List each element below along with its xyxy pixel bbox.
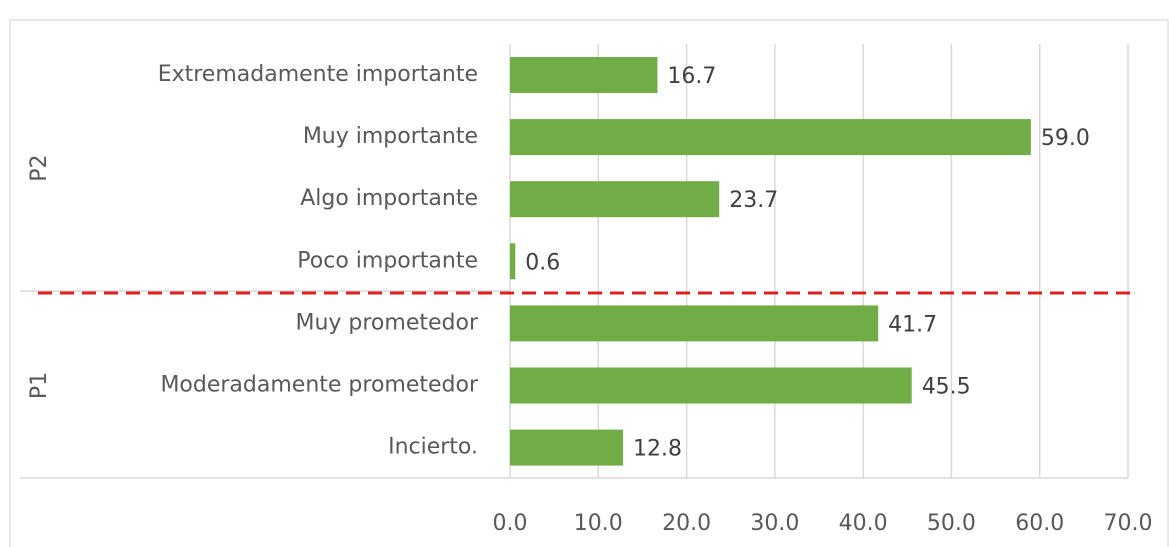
category-label: Muy prometedor bbox=[295, 310, 478, 335]
data-label: 59.0 bbox=[1041, 126, 1090, 151]
category-label: Incierto. bbox=[388, 435, 478, 460]
category-label: Muy importante bbox=[303, 124, 478, 149]
data-label: 41.7 bbox=[888, 312, 937, 337]
bar bbox=[510, 429, 624, 466]
bar bbox=[510, 305, 879, 342]
data-label: 16.7 bbox=[667, 64, 716, 89]
x-tick-label: 30.0 bbox=[750, 511, 799, 536]
group-label: P2 bbox=[27, 155, 52, 182]
chart-border bbox=[9, 19, 1169, 547]
bar bbox=[510, 119, 1031, 156]
x-tick-label: 40.0 bbox=[839, 511, 888, 536]
data-label: 0.6 bbox=[525, 250, 560, 275]
bar bbox=[510, 57, 658, 93]
bar bbox=[510, 181, 720, 218]
x-tick-label: 10.0 bbox=[574, 511, 623, 536]
bar bbox=[510, 243, 516, 280]
category-label: Extremadamente importante bbox=[158, 62, 478, 87]
data-label: 23.7 bbox=[729, 188, 778, 213]
x-tick-label: 0.0 bbox=[493, 511, 528, 536]
x-tick-label: 60.0 bbox=[1015, 511, 1064, 536]
grid bbox=[509, 44, 1129, 478]
x-tick-label: 70.0 bbox=[1104, 511, 1153, 536]
data-label: 12.8 bbox=[633, 437, 682, 462]
x-tick-label: 50.0 bbox=[927, 511, 976, 536]
bar bbox=[510, 367, 912, 404]
x-tick-label: 20.0 bbox=[662, 511, 711, 536]
data-label: 45.5 bbox=[922, 375, 971, 400]
group-label: P1 bbox=[27, 372, 52, 399]
plot: 0.0 10.0 20.0 30.0 40.0 50.0 60.0 70.0 Extremada… bbox=[27, 57, 1152, 536]
category-label: Moderadamente prometedor bbox=[160, 373, 479, 398]
category-label: Algo importante bbox=[300, 186, 478, 211]
category-label: Poco importante bbox=[297, 248, 478, 273]
